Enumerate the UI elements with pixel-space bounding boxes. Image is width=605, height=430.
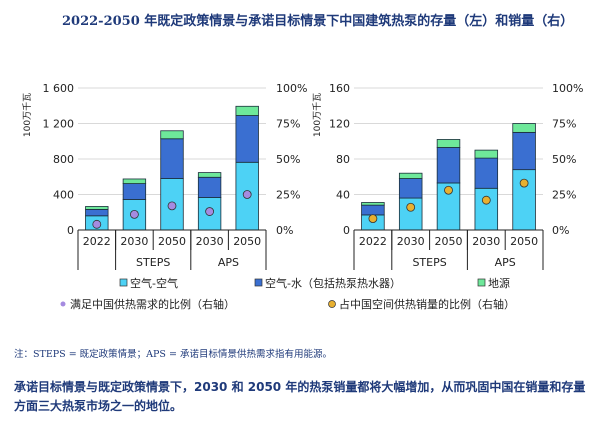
bar-air-water	[85, 209, 109, 217]
share-point	[481, 195, 491, 205]
bar-ground	[361, 202, 385, 206]
footnote: 注：STEPS = 既定政策情景；APS = 承诺目标情景供热需求指有用能源。	[14, 349, 332, 360]
category-label: 2030	[120, 235, 148, 248]
legend-label: 占中国空间供热销量的比例（右轴）	[339, 297, 515, 311]
y-tick-label: 0	[67, 224, 74, 237]
legend-label: 空气-水（包括热泵热水器）	[265, 276, 401, 290]
legend-marker-share-sales	[328, 300, 336, 308]
bar-air-water	[122, 183, 147, 200]
bar-air-water	[197, 176, 222, 198]
bar-air-air	[512, 169, 536, 231]
share-point	[242, 190, 252, 199]
bar-ground	[398, 172, 423, 179]
bar-air-water	[436, 147, 461, 184]
share-point	[406, 202, 416, 212]
scenario-label: APS	[218, 256, 239, 269]
legend-label: 满足中国供热需求的比例（右轴）	[70, 297, 235, 311]
category-label: 2050	[510, 235, 538, 248]
legend-swatch-air-air	[119, 278, 128, 287]
y-tick-label: 1 600	[43, 82, 75, 95]
category-label: 2022	[359, 235, 387, 248]
bar-air-water	[474, 157, 499, 189]
bar-air-air	[474, 187, 499, 231]
y-tick-label: 800	[53, 153, 74, 166]
bar-ground	[436, 139, 461, 148]
share-point	[444, 185, 453, 195]
share-point	[167, 201, 177, 211]
legend-swatch-ground	[477, 278, 486, 287]
category-label: 2050	[233, 235, 261, 248]
share-point	[368, 214, 378, 224]
share-point	[92, 219, 102, 229]
y2-tick-label: 0%	[276, 224, 293, 237]
legend-label: 空气-空气	[130, 276, 178, 290]
chart-title: 2022-2050 年既定政策情景与承诺目标情景下中国建筑热泵的存量（左）和销量…	[62, 14, 574, 29]
summary-text: 承诺目标情景与既定政策情景下，2030 和 2050 年的热泵销量都将大幅增加，…	[14, 380, 586, 413]
y-axis-label: 100万千瓦	[22, 93, 33, 137]
y2-tick-label: 100%	[552, 82, 583, 95]
y2-tick-label: 25%	[552, 189, 576, 202]
bar-air-water	[398, 178, 423, 199]
y-tick-label: 400	[53, 189, 74, 202]
category-label: 2030	[397, 235, 425, 248]
y-tick-label: 80	[336, 153, 350, 166]
share-point	[519, 178, 529, 188]
category-label: 2022	[83, 235, 111, 248]
legend-label: 地源	[488, 276, 510, 290]
y2-tick-label: 25%	[276, 189, 300, 202]
legend-swatch-air-water	[254, 278, 263, 287]
bar-ground	[235, 105, 259, 116]
bar-ground	[85, 206, 109, 210]
y-tick-label: 0	[343, 224, 350, 237]
bar-air-water	[361, 204, 385, 216]
category-label: 2030	[196, 235, 224, 248]
y2-tick-label: 100%	[276, 82, 307, 95]
y-tick-label: 120	[329, 118, 350, 131]
scenario-label: APS	[495, 256, 516, 269]
bar-air-water	[512, 131, 536, 171]
y-tick-label: 160	[329, 82, 350, 95]
y2-tick-label: 0%	[552, 224, 569, 237]
y-axis-label: 100万千瓦	[312, 93, 323, 137]
bar-air-water	[160, 138, 184, 179]
y2-tick-label: 50%	[276, 153, 300, 166]
scenario-label: STEPS	[412, 256, 446, 269]
bar-air-air	[398, 197, 423, 231]
y2-tick-label: 75%	[552, 118, 576, 131]
bar-ground	[197, 172, 222, 178]
bar-air-water	[235, 115, 259, 163]
y-tick-label: 40	[336, 189, 350, 202]
bar-ground	[160, 130, 184, 140]
bar-ground	[512, 123, 536, 133]
y-tick-label: 1 200	[43, 118, 75, 131]
category-label: 2050	[435, 235, 463, 248]
share-point	[129, 209, 139, 219]
legend-marker-share-demand	[60, 301, 66, 307]
category-label: 2050	[158, 235, 186, 248]
share-point	[205, 207, 215, 216]
category-label: 2030	[472, 235, 500, 248]
y2-tick-label: 50%	[552, 153, 576, 166]
bar-ground	[122, 178, 147, 184]
scenario-label: STEPS	[136, 256, 170, 269]
y2-tick-label: 75%	[276, 118, 300, 131]
bar-ground	[474, 149, 499, 159]
